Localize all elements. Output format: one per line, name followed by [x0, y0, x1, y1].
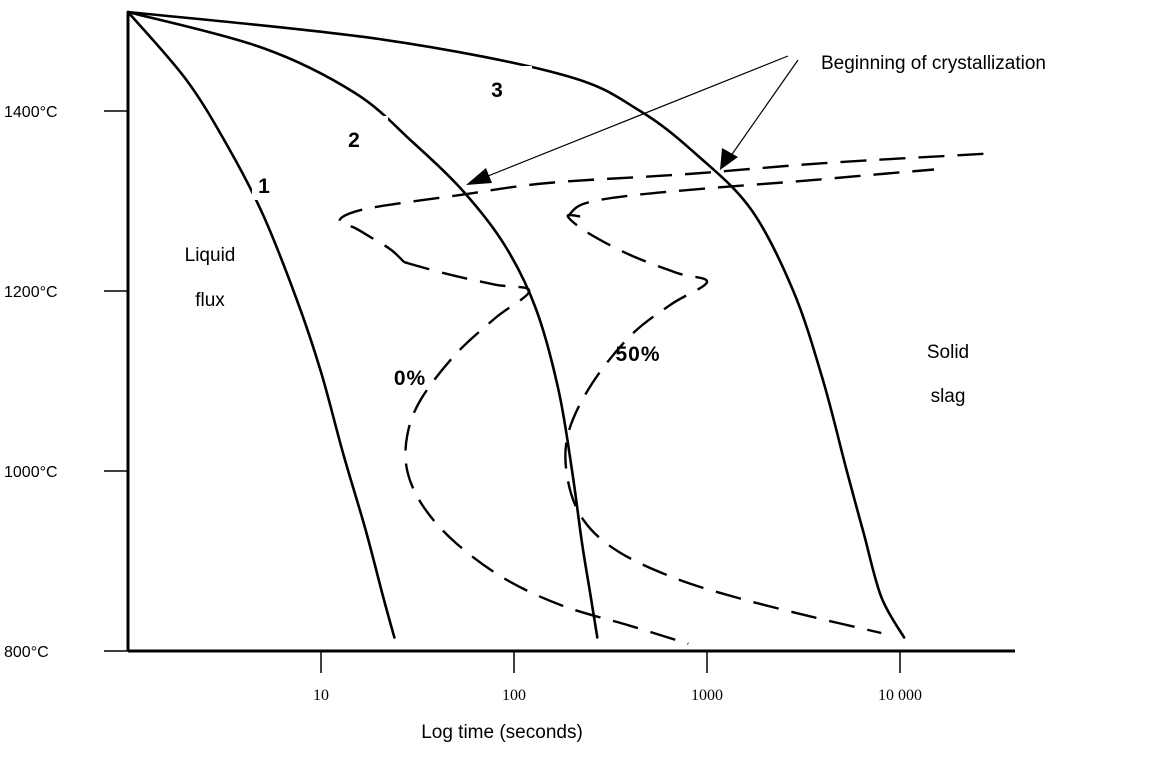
ttt-curve-4: [403, 261, 689, 645]
curve-3-label-gap: [466, 66, 532, 106]
y-ticks: 800°C 1000°C 1200°C 1400°C: [4, 104, 128, 661]
curve-1-label: 1: [258, 175, 270, 198]
crystallization-annotation: Beginning of crystallization: [466, 53, 1046, 185]
x-tick-label: 100: [502, 687, 526, 704]
y-tick-label: 800°C: [4, 644, 49, 661]
arrowhead-left: [466, 168, 492, 185]
y-tick-label: 1000°C: [4, 464, 58, 481]
cooling-curve-1: [126, 10, 396, 639]
solid-slag-label-line1: Solid: [927, 342, 969, 363]
x-tick-label: 10 000: [878, 687, 922, 704]
ttt-curve-5: [564, 213, 882, 635]
solid-slag-label-line2: slag: [931, 386, 966, 407]
arrow-line-right: [727, 59, 799, 161]
x-tick-label: 1000: [691, 687, 723, 704]
cooling-curve-3: [126, 10, 906, 639]
cooling-curve-2: [126, 10, 599, 639]
curve-2-label: 2: [348, 129, 360, 152]
x-ticks: 10 100 1000 10 000: [313, 651, 922, 704]
y-tick-label: 1200°C: [4, 284, 58, 301]
ttt-curve-3: [338, 152, 993, 264]
arrow-line-left: [477, 55, 789, 181]
x-tick-label: 10: [313, 687, 329, 704]
liquid-flux-label-line1: Liquid: [185, 245, 236, 266]
crystallization-annotation-text: Beginning of crystallization: [821, 53, 1046, 74]
curve-labels: 1 2 3 0% 50%: [252, 66, 660, 390]
liquid-flux-label-line2: flux: [195, 290, 225, 311]
axes: [126, 12, 1015, 653]
percent-50-label: 50%: [615, 343, 660, 366]
arrowhead-right: [720, 148, 738, 170]
region-labels: Liquid flux Solid slag: [185, 245, 969, 407]
ttt-curve-6: [566, 168, 935, 218]
curve-2-label-gap: [334, 116, 388, 156]
y-tick-label: 1400°C: [4, 104, 58, 121]
curve-3-label: 3: [491, 79, 503, 102]
x-axis-label: Log time (seconds): [421, 722, 583, 743]
curves: [126, 10, 993, 645]
percent-0-label: 0%: [394, 367, 426, 390]
curve-1-label-gap: [252, 166, 278, 200]
